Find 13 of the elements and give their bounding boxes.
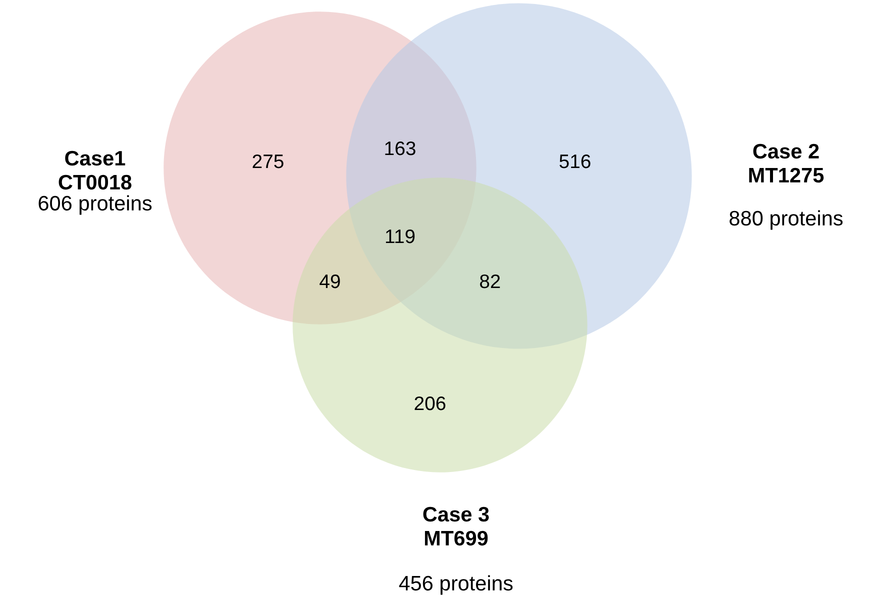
text: 49 [320, 274, 340, 288]
text: 516 [560, 154, 590, 168]
text: 206 [414, 396, 446, 410]
category-label: Case 3 MT699 [423, 506, 489, 546]
text: 275 [252, 154, 284, 168]
text: 119 [386, 229, 415, 244]
data-label: 606 proteins [38, 195, 152, 215]
category-label: Case 2 MT1275 [749, 144, 824, 183]
text: 82 [480, 274, 500, 288]
text: 163 [385, 141, 416, 156]
data-label: 880 proteins [730, 210, 843, 230]
category-label: Case1 CT0018 [58, 150, 132, 190]
data-label: 456 proteins [399, 575, 513, 595]
